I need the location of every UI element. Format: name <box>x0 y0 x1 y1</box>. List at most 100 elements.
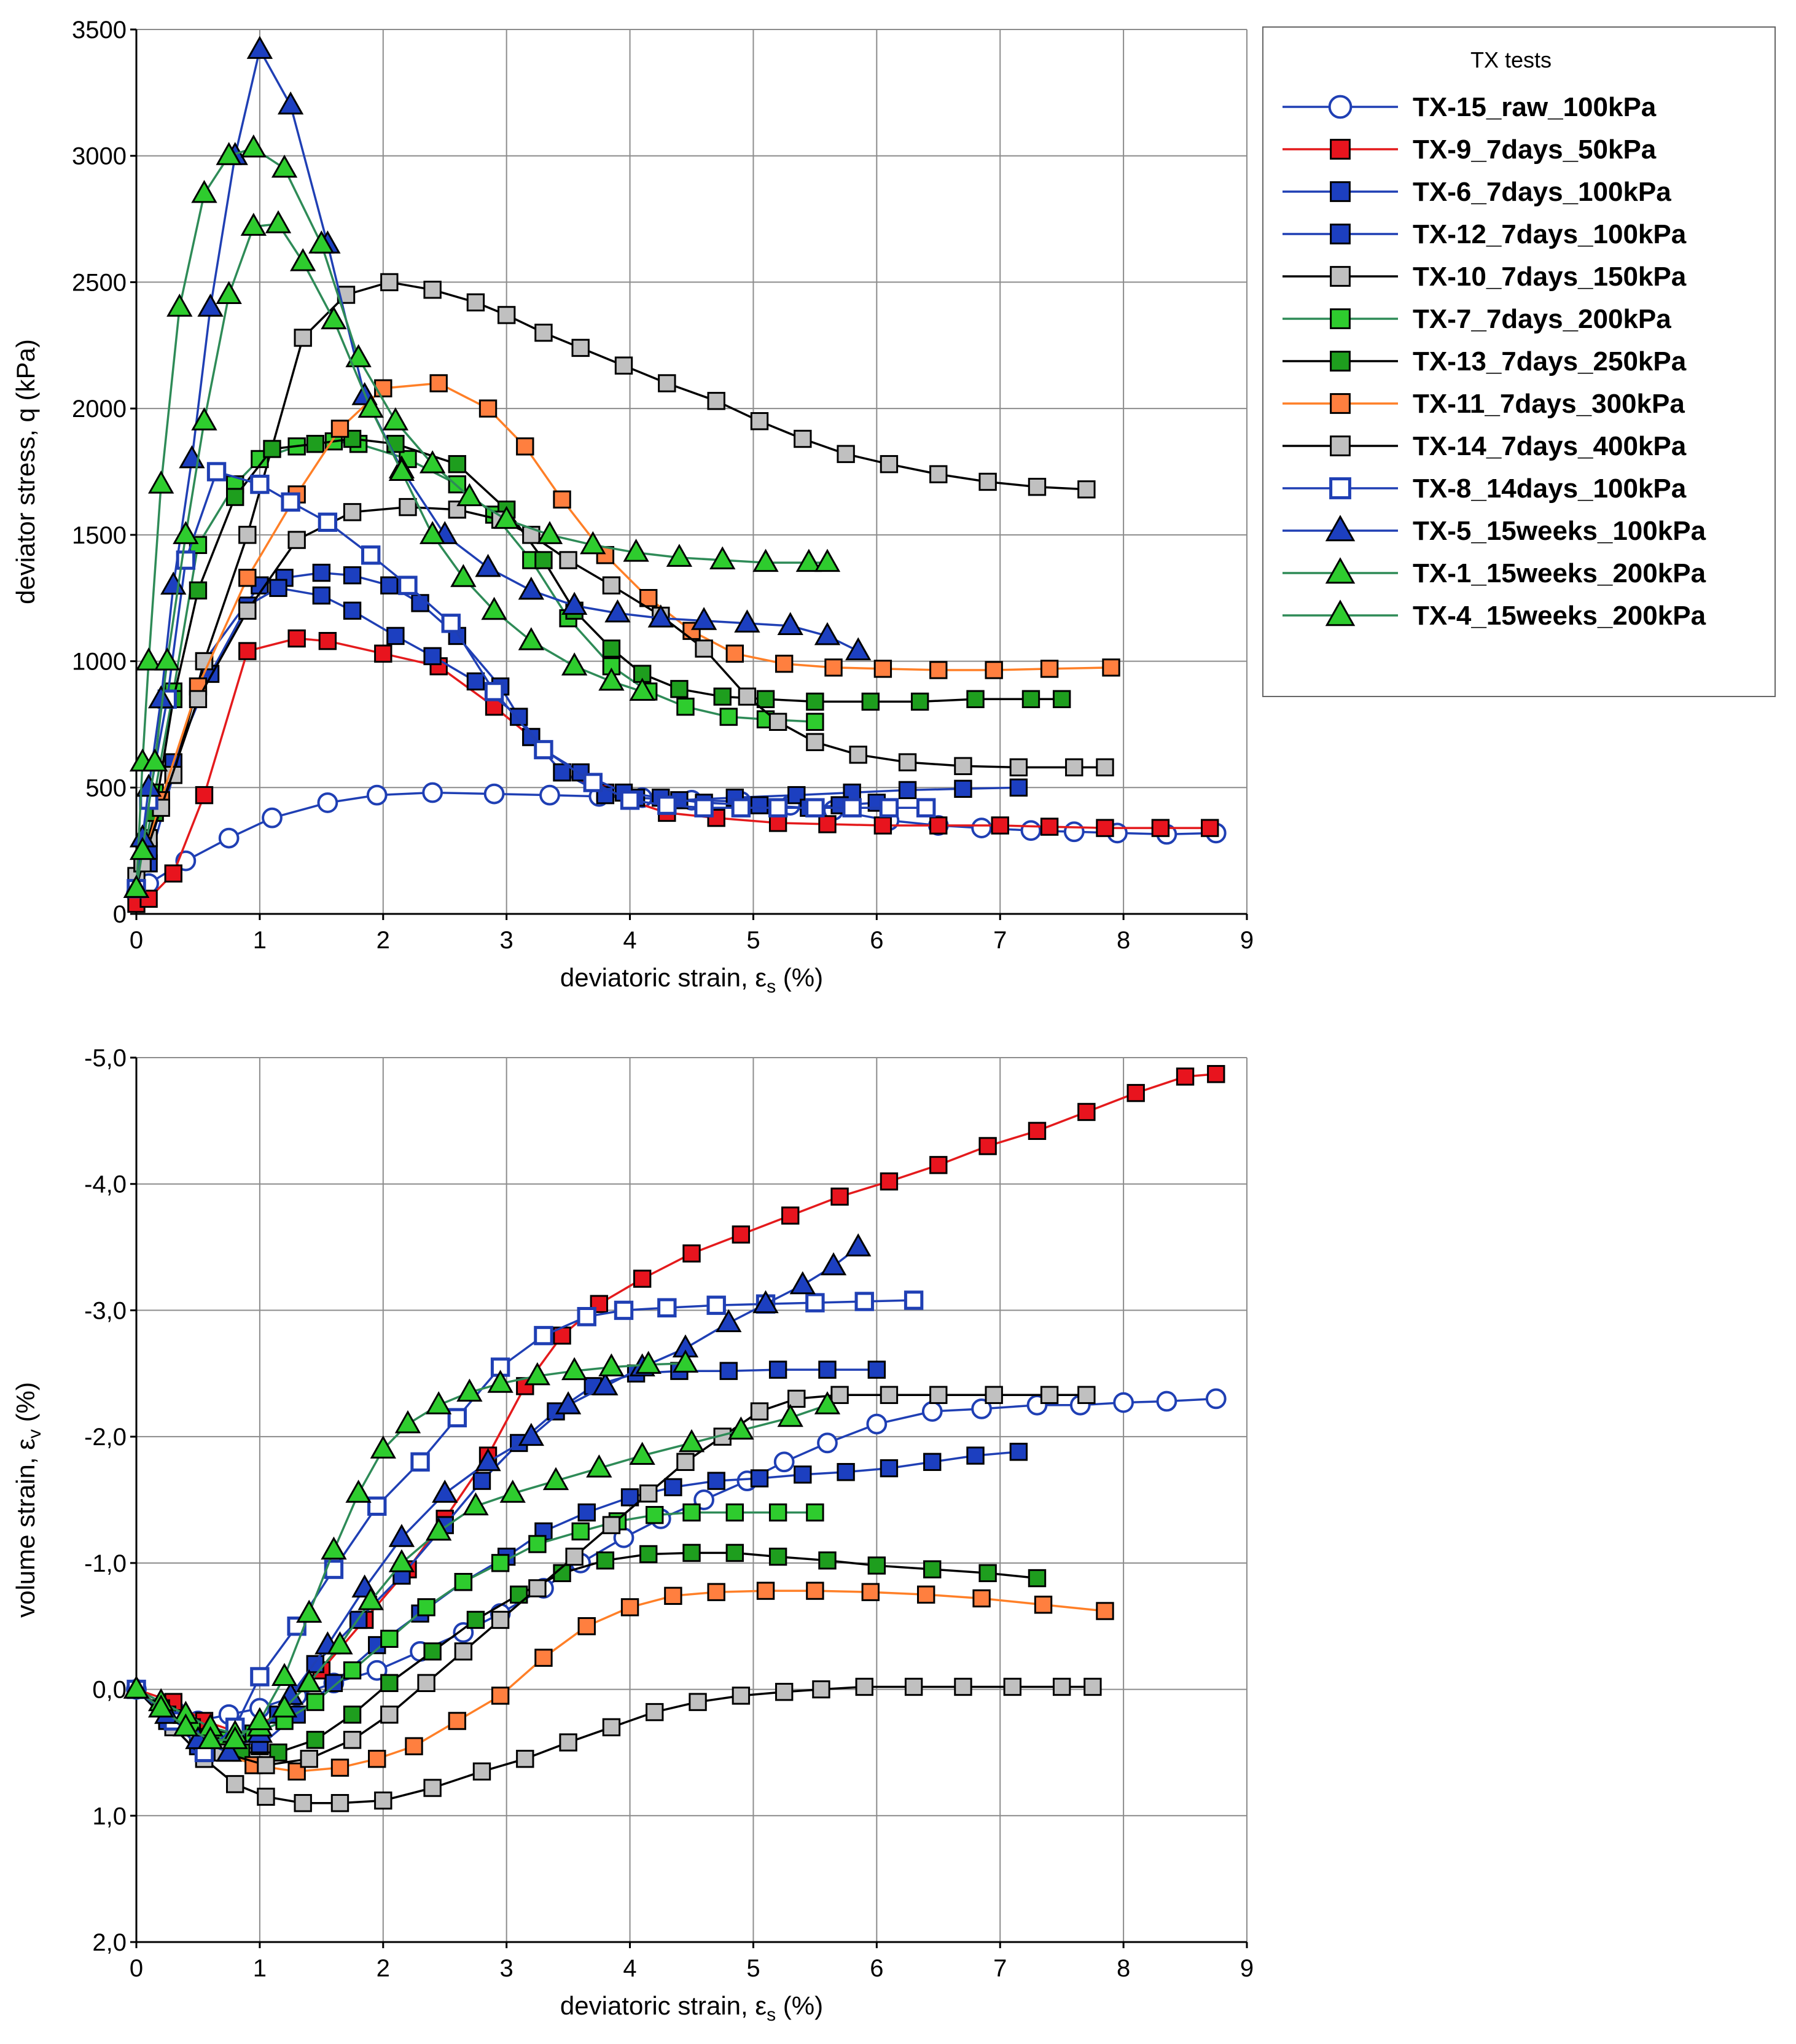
x-tick-label: 5 <box>746 927 760 954</box>
data-point <box>388 458 415 481</box>
data-point <box>929 816 948 835</box>
data-point <box>491 1687 510 1705</box>
data-point <box>775 654 794 673</box>
data-point <box>466 1610 485 1629</box>
data-point <box>429 374 448 392</box>
data-point <box>173 521 199 544</box>
data-point <box>269 1743 287 1762</box>
data-point <box>197 1726 224 1749</box>
data-point <box>929 1386 948 1404</box>
legend-marker <box>1329 477 1351 499</box>
data-point <box>296 1599 322 1623</box>
legend-entry: TX-10_7days_150kPa <box>1283 262 1687 292</box>
data-point <box>861 692 880 711</box>
x-tick-label: 7 <box>993 927 1007 954</box>
data-point <box>639 589 658 607</box>
data-point <box>577 1307 596 1327</box>
series-line <box>135 223 643 889</box>
data-point <box>1102 658 1120 677</box>
data-point <box>1083 1677 1102 1696</box>
series-TX-8_14days_100kPa <box>127 1290 924 1763</box>
data-point <box>725 644 744 663</box>
data-point <box>308 230 335 254</box>
legend-entry: TX-5_15weeks_100kPa <box>1283 515 1706 546</box>
data-point <box>707 1583 725 1601</box>
data-point <box>417 1674 435 1692</box>
data-point <box>528 1535 547 1553</box>
y-tick-label: 1000 <box>72 649 127 676</box>
legend-label: TX-6_7days_100kPa <box>1413 177 1671 207</box>
data-point <box>978 1137 997 1155</box>
series-line <box>135 1590 1106 1773</box>
data-point <box>382 407 409 431</box>
x-tick-label: 0 <box>130 1955 143 1982</box>
data-point <box>357 1587 384 1610</box>
y-tick-label: -4,0 <box>84 1171 127 1198</box>
data-point <box>719 708 738 726</box>
data-point <box>623 539 649 562</box>
data-point <box>806 1582 824 1600</box>
data-point <box>620 1598 639 1617</box>
data-point <box>216 1738 242 1762</box>
data-point <box>845 1233 872 1257</box>
data-point <box>879 798 899 817</box>
data-point <box>238 642 257 660</box>
data-point <box>306 1693 324 1711</box>
data-point <box>327 1631 353 1655</box>
data-point <box>405 1737 423 1755</box>
y-tick-label: 0,0 <box>92 1677 127 1704</box>
data-point <box>262 807 283 829</box>
data-point <box>814 1391 841 1414</box>
data-point <box>571 763 590 782</box>
data-point <box>707 392 725 410</box>
series-TX-10_7days_150kPa <box>127 1677 1102 1812</box>
data-point <box>330 1758 349 1777</box>
data-point <box>312 586 331 605</box>
legend-label: TX-12_7days_100kPa <box>1413 219 1687 249</box>
legend-label: TX-10_7days_150kPa <box>1413 262 1687 292</box>
series-TX-11_7days_300kPa <box>127 1582 1114 1781</box>
data-point <box>1077 1386 1096 1404</box>
data-point <box>553 763 571 782</box>
data-point <box>524 1362 551 1386</box>
legend-label: TX-9_7days_50kPa <box>1413 135 1657 165</box>
legend-marker <box>1325 515 1356 542</box>
data-point <box>417 1598 435 1617</box>
data-point <box>657 1298 677 1318</box>
data-point <box>263 440 281 458</box>
data-point <box>271 1694 298 1718</box>
data-point <box>374 1791 392 1810</box>
data-point <box>812 1680 830 1699</box>
data-point <box>910 692 929 711</box>
data-point <box>343 1731 362 1749</box>
data-point <box>929 661 948 679</box>
data-point <box>238 601 257 620</box>
data-point <box>370 1435 396 1459</box>
y-tick-label: -2,0 <box>84 1424 127 1451</box>
data-point <box>880 1172 899 1191</box>
data-point <box>398 575 418 595</box>
data-point <box>923 1453 942 1471</box>
data-point <box>1040 1386 1059 1404</box>
data-point <box>806 712 824 731</box>
y-tick-label: 1,0 <box>92 1803 127 1830</box>
data-point <box>456 483 483 507</box>
data-point <box>985 1386 1003 1404</box>
data-point <box>777 1403 803 1427</box>
data-point <box>752 548 779 572</box>
data-point <box>916 1585 935 1604</box>
plot-area <box>136 1058 1247 1942</box>
legend-marker <box>1330 308 1351 329</box>
x-tick-label: 5 <box>746 1955 760 1982</box>
data-point <box>596 1551 615 1570</box>
data-point <box>583 773 603 792</box>
data-point <box>534 551 553 569</box>
data-point <box>789 1271 816 1295</box>
legend-marker <box>1330 435 1351 456</box>
data-point <box>806 733 824 751</box>
data-point <box>528 1579 547 1597</box>
data-point <box>880 1386 899 1404</box>
data-point <box>123 875 150 898</box>
data-point <box>148 1694 174 1718</box>
data-point <box>602 657 621 676</box>
